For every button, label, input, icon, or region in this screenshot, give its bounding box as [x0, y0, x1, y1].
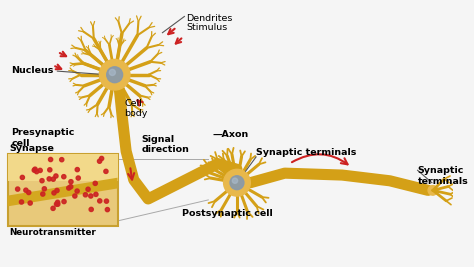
Circle shape [93, 181, 97, 186]
Circle shape [33, 167, 37, 171]
Circle shape [51, 206, 55, 210]
Circle shape [60, 158, 64, 162]
Circle shape [73, 194, 77, 198]
Circle shape [41, 192, 45, 196]
Text: Synaptic terminals: Synaptic terminals [256, 148, 356, 157]
Circle shape [24, 188, 28, 192]
Circle shape [98, 159, 101, 163]
Circle shape [67, 186, 71, 190]
Circle shape [20, 175, 25, 179]
Circle shape [55, 189, 59, 193]
Text: Synaptic
terminals: Synaptic terminals [418, 166, 468, 186]
Circle shape [35, 170, 39, 174]
Circle shape [107, 67, 123, 83]
Text: Dendrites: Dendrites [186, 14, 233, 23]
Circle shape [55, 202, 59, 206]
Circle shape [55, 202, 60, 206]
Circle shape [69, 184, 73, 189]
Circle shape [47, 177, 51, 181]
Bar [8, 154, 118, 181]
Circle shape [100, 156, 104, 160]
Circle shape [76, 176, 81, 180]
Circle shape [16, 187, 20, 191]
Circle shape [19, 200, 24, 204]
Circle shape [62, 175, 66, 179]
Circle shape [27, 190, 31, 195]
Circle shape [48, 158, 53, 162]
Circle shape [51, 177, 55, 181]
Circle shape [105, 207, 109, 212]
Text: —Axon: —Axon [212, 131, 248, 139]
Circle shape [232, 178, 237, 183]
Circle shape [38, 168, 42, 172]
Circle shape [100, 60, 130, 90]
Text: Nucleus: Nucleus [11, 66, 54, 75]
Circle shape [75, 189, 79, 193]
Text: Postsynaptic cell: Postsynaptic cell [182, 209, 273, 218]
Circle shape [55, 200, 60, 205]
Text: Stimulus: Stimulus [186, 23, 228, 32]
FancyArrowPatch shape [292, 154, 347, 164]
Circle shape [54, 174, 58, 178]
Circle shape [224, 169, 250, 196]
Circle shape [83, 193, 88, 197]
Text: Signal
direction: Signal direction [141, 135, 189, 154]
Circle shape [32, 168, 36, 172]
Circle shape [230, 176, 244, 190]
Circle shape [62, 199, 66, 204]
Circle shape [104, 199, 109, 203]
Text: Neurotransmitter: Neurotransmitter [9, 228, 96, 237]
Circle shape [104, 169, 108, 174]
Circle shape [109, 69, 116, 76]
Circle shape [428, 186, 438, 195]
Circle shape [98, 199, 102, 203]
Bar [8, 154, 118, 226]
Text: Presynaptic
cell: Presynaptic cell [11, 128, 75, 148]
Circle shape [42, 187, 46, 191]
Circle shape [48, 168, 52, 172]
Circle shape [89, 207, 93, 211]
Circle shape [52, 191, 56, 195]
Text: Cell
body: Cell body [124, 99, 147, 118]
Polygon shape [8, 178, 118, 206]
Circle shape [75, 167, 80, 172]
Text: Synapse: Synapse [9, 144, 55, 153]
Circle shape [40, 179, 44, 183]
Circle shape [69, 180, 73, 184]
Circle shape [86, 187, 90, 191]
Circle shape [89, 194, 93, 198]
Circle shape [94, 192, 98, 197]
Circle shape [28, 201, 32, 205]
